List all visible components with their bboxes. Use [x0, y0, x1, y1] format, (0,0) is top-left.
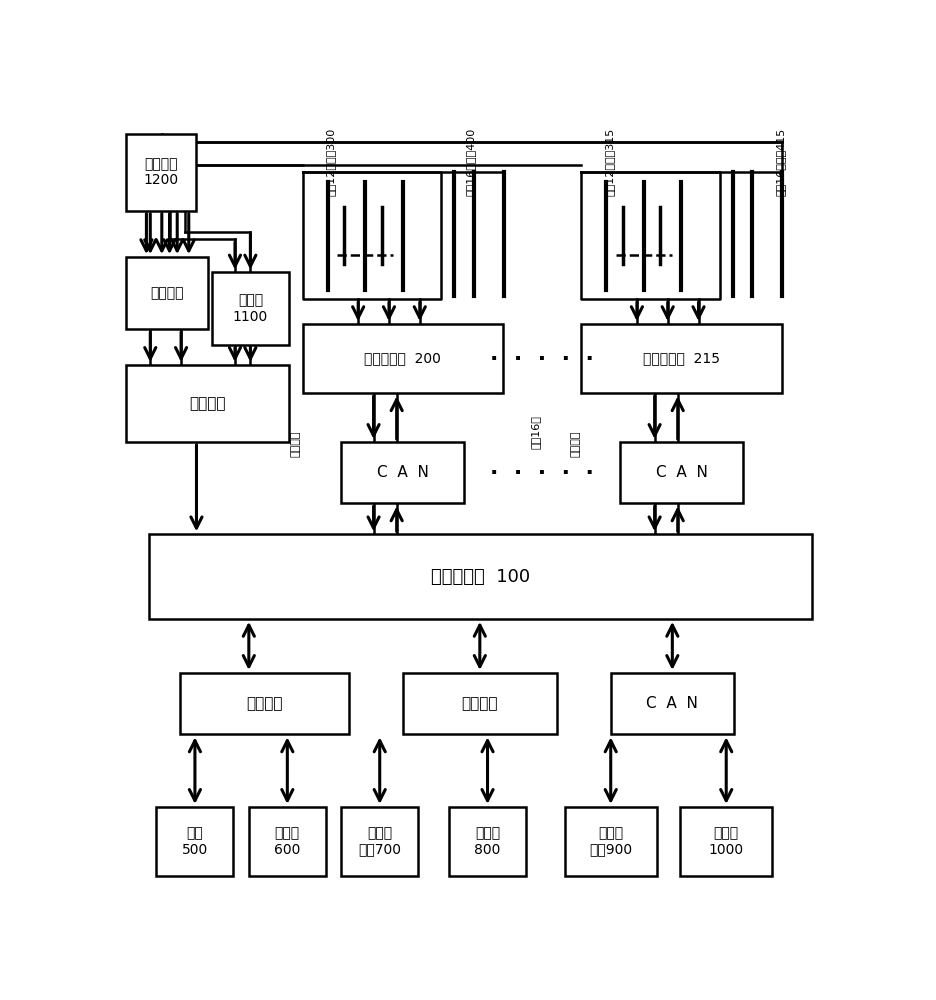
Bar	[581, 324, 781, 393]
Text: 车身搭铁
1200: 车身搭铁 1200	[143, 157, 179, 187]
Text: 风扇
500: 风扇 500	[182, 826, 208, 857]
Text: 显示屏
800: 显示屏 800	[474, 826, 500, 857]
Text: 绝缘检测: 绝缘检测	[150, 286, 183, 300]
Text: 分流器
1100: 分流器 1100	[232, 294, 268, 324]
Bar	[341, 807, 417, 876]
Text: 隔离采集: 隔离采集	[189, 396, 226, 411]
Text: 中央控制器  100: 中央控制器 100	[431, 568, 530, 586]
Bar	[610, 673, 733, 734]
Text: 每组16个温度415: 每组16个温度415	[775, 128, 784, 196]
Text: 高压继
电器700: 高压继 电器700	[358, 826, 401, 857]
Text: C  A  N: C A N	[376, 465, 429, 480]
Bar	[680, 807, 771, 876]
Text: 每组12个电池300: 每组12个电池300	[326, 128, 335, 196]
Text: 采集子系统  215: 采集子系统 215	[642, 352, 719, 366]
Text: 电源管理: 电源管理	[290, 430, 300, 457]
Text: 电源管理: 电源管理	[570, 430, 579, 457]
Bar	[125, 134, 197, 211]
Bar	[180, 673, 348, 734]
Text: C  A  N: C A N	[646, 696, 697, 711]
Bar	[249, 807, 326, 876]
Text: 每组12个电池315: 每组12个电池315	[604, 128, 614, 196]
Text: 最多16组: 最多16组	[530, 415, 540, 449]
Text: 功率控制: 功率控制	[246, 696, 282, 711]
Bar	[341, 442, 464, 503]
Text: 采集子系统  200: 采集子系统 200	[364, 352, 441, 366]
Bar	[448, 807, 525, 876]
Bar	[402, 673, 556, 734]
Text: ·  ·  ·  ·  ·: · · · · ·	[490, 349, 593, 369]
Text: 电阻丝
600: 电阻丝 600	[274, 826, 300, 857]
Text: 每组16个温度400: 每组16个温度400	[465, 128, 475, 196]
Text: 显示处理: 显示处理	[461, 696, 498, 711]
Bar	[563, 807, 656, 876]
Bar	[302, 324, 503, 393]
Text: C  A  N: C A N	[655, 465, 707, 480]
Text: 充电机
1000: 充电机 1000	[708, 826, 743, 857]
Text: ·  ·  ·  ·  ·: · · · · ·	[490, 463, 593, 483]
Bar	[620, 442, 742, 503]
Text: 电机控
制器900: 电机控 制器900	[589, 826, 632, 857]
Bar	[125, 365, 288, 442]
Bar	[156, 807, 233, 876]
Bar	[149, 534, 812, 619]
Bar	[212, 272, 288, 345]
Bar	[125, 257, 208, 329]
